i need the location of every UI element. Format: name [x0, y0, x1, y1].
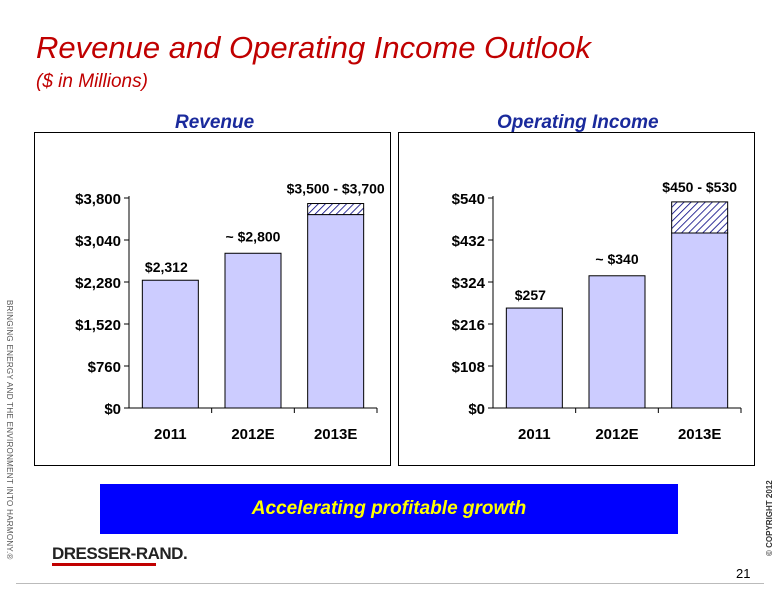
x-tick-label: 2011	[518, 426, 551, 443]
y-tick-label: $0	[104, 401, 121, 418]
bar	[307, 214, 365, 409]
page-number: 21	[736, 566, 751, 581]
x-tick-label: 2013E	[678, 426, 721, 443]
operating-income-chart-svg: $0 $108 $216 $324 $432 $540 $257 2011 ~ $340 2012…	[452, 179, 742, 443]
y-tick-label: $540	[452, 191, 485, 208]
y-tick-label: $324	[452, 275, 486, 292]
footer-divider	[16, 583, 764, 584]
data-label: $2,312	[145, 259, 188, 275]
copyright-note: © COPYRIGHT 2012	[753, 480, 774, 558]
slide-subtitle: ($ in Millions)	[36, 71, 148, 92]
y-tick-label: $760	[88, 359, 121, 376]
y-tick-label: $108	[452, 359, 485, 376]
side-tagline-text: BRINGING ENERGY AND THE ENVIRONMENT INTO…	[5, 300, 14, 560]
bar-range-segment	[671, 201, 729, 234]
y-tick-label: $216	[452, 317, 485, 334]
revenue-chart-svg: $0 $760 $1,520 $2,280 $3,040 $3,800 $2,312 2011…	[75, 181, 385, 443]
data-label: ~ $2,800	[226, 228, 281, 244]
slide-title: Revenue and Operating Income Outlook	[36, 30, 591, 65]
side-tagline: BRINGING ENERGY AND THE ENVIRONMENT INTO…	[4, 300, 16, 560]
logo-underline	[52, 563, 156, 566]
growth-banner: Accelerating profitable growth	[100, 484, 678, 534]
operating-income-chart: $0 $108 $216 $324 $432 $540 $257 2011 ~ $340 2012…	[398, 132, 755, 466]
data-label: $450 - $530	[662, 179, 737, 195]
bar-range-segment	[307, 203, 365, 216]
bar	[505, 307, 563, 409]
x-tick-label: 2013E	[314, 426, 357, 443]
copyright-text: © COPYRIGHT 2012	[765, 480, 774, 556]
y-tick-label: $3,040	[75, 233, 121, 250]
data-label: ~ $340	[595, 251, 638, 267]
revenue-chart: $0 $760 $1,520 $2,280 $3,040 $3,800 $2,312 2011…	[34, 132, 391, 466]
revenue-chart-title: Revenue	[175, 112, 255, 133]
bar	[588, 275, 646, 409]
y-tick-label: $2,280	[75, 275, 121, 292]
data-label: $257	[515, 287, 546, 303]
data-label: $3,500 - $3,700	[287, 181, 385, 197]
bar	[671, 232, 729, 409]
y-tick-label: $3,800	[75, 191, 121, 208]
bar	[141, 279, 199, 409]
x-tick-label: 2012E	[231, 426, 274, 443]
x-tick-label: 2011	[154, 426, 187, 443]
bar	[224, 252, 282, 409]
x-tick-label: 2012E	[595, 426, 638, 443]
y-tick-label: $1,520	[75, 317, 121, 334]
y-tick-label: $0	[468, 401, 485, 418]
y-tick-label: $432	[452, 233, 485, 250]
company-logo: DRESSER-RAND.	[52, 544, 188, 563]
operating-income-chart-title: Operating Income	[497, 112, 659, 133]
growth-banner-text: Accelerating profitable growth	[251, 498, 527, 519]
